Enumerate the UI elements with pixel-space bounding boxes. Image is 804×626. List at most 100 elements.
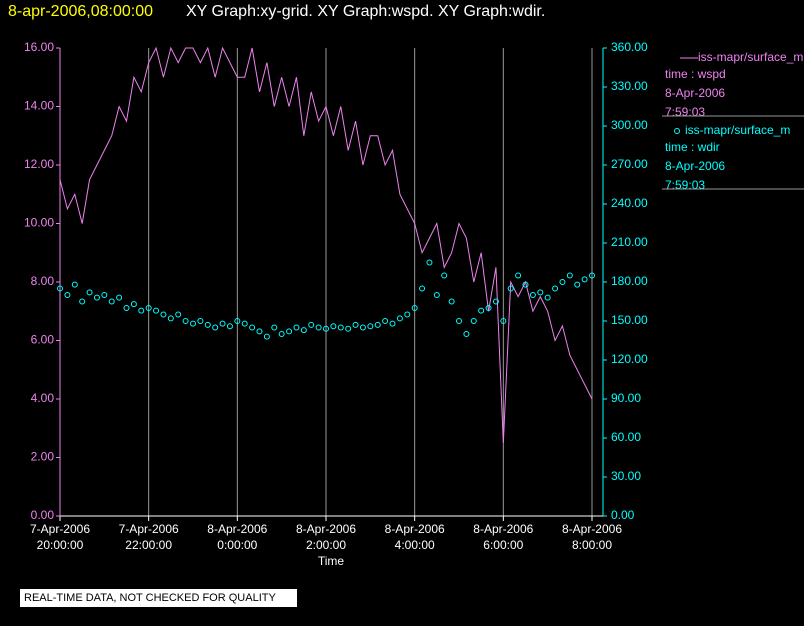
y2-tick-label: 120.00 [611,352,648,366]
data-point [93,294,100,301]
data-point [116,294,123,301]
data-point [286,328,293,335]
data-point [241,320,248,327]
series-line [59,46,593,443]
y2-tick-label: 270.00 [611,157,648,171]
data-point [212,324,219,331]
y-tick-label: 16.00 [24,40,54,54]
data-point [389,320,396,327]
x-tick-label: 8-Apr-2006 [562,522,622,536]
note-box [20,589,297,607]
legend-label: iss-mapr/surface_m [698,50,803,64]
data-point [382,318,389,324]
data-point [271,324,278,331]
data-point [359,324,366,331]
data-point [300,327,307,334]
x-tick-label: 8-Apr-2006 [296,522,356,536]
data-point [574,281,581,288]
data-point [352,321,359,328]
data-point [589,272,595,279]
x-tick-label: 0:00:00 [217,538,257,552]
data-point [515,272,522,279]
data-point [123,305,130,311]
legend-detail: 8-Apr-2006 [665,86,725,100]
timestamp: 8-apr-2006,08:00:00 [8,3,153,20]
data-point [419,285,426,292]
data-point [566,272,573,279]
data-point [522,281,529,288]
data-point [145,305,152,311]
legend-detail: 7:59:03 [665,105,705,119]
data-point [463,331,470,337]
data-point [315,324,322,331]
x-tick-label: 7-Apr-2006 [119,522,179,536]
data-point [433,292,440,298]
x-tick-label: 22:00:00 [125,538,172,552]
data-point [79,298,86,305]
legend-detail: time : wspd [665,67,726,81]
y-tick-label: 10.00 [24,216,54,230]
y2-tick-label: 180.00 [611,274,648,288]
data-point [500,318,507,324]
x-tick-label: 8-Apr-2006 [473,522,533,536]
data-point [507,285,514,292]
data-point [374,321,381,328]
y-tick-label: 12.00 [24,157,54,171]
data-point [234,318,241,324]
data-point [456,318,462,324]
data-point [71,281,78,288]
data-point [448,298,455,305]
data-point [308,321,315,328]
y2-tick-label: 330.00 [611,79,648,93]
legend-label: iss-mapr/surface_m [685,123,790,137]
x-tick-label: 8-Apr-2006 [385,522,445,536]
x-tick-label: 6:00:00 [483,538,523,552]
data-point [226,323,233,330]
data-point [278,331,285,337]
data-point [492,298,499,305]
x-tick-label: 8-Apr-2006 [207,522,267,536]
data-point [204,321,211,328]
data-point [197,318,204,324]
y2-tick-label: 30.00 [611,469,641,483]
legend-detail: 7:59:03 [665,178,705,192]
data-point [64,292,71,298]
x-tick-label: 2:00:00 [306,538,346,552]
data-point [219,320,226,327]
data-point [337,324,344,331]
data-point [396,315,403,322]
y2-tick-label: 210.00 [611,235,648,249]
data-point [190,320,196,327]
data-point [249,324,256,331]
y2-tick-label: 360.00 [611,40,648,54]
y-tick-label: 6.00 [31,333,55,347]
y-tick-label: 8.00 [31,274,55,288]
data-point [108,298,115,305]
data-point [101,292,108,298]
data-point [160,311,167,318]
data-point [537,289,544,296]
data-point [559,279,566,285]
data-point [175,311,182,318]
y-tick-label: 4.00 [31,391,55,405]
y-tick-label: 2.00 [31,450,55,464]
x-tick-label: 7-Apr-2006 [30,522,90,536]
x-tick-label: 4:00:00 [395,538,435,552]
y2-tick-label: 0.00 [611,508,635,522]
data-point [478,307,485,314]
data-point [138,307,145,314]
data-point [552,285,559,292]
data-point [256,328,263,335]
data-point [167,315,174,322]
legend-detail: time : wdir [665,140,720,154]
y2-tick-label: 300.00 [611,118,648,132]
data-point [153,307,160,314]
data-point [411,305,418,311]
y2-tick-label: 60.00 [611,430,641,444]
x-tick-label: 20:00:00 [37,538,84,552]
data-point [426,259,433,266]
data-point [130,301,137,308]
